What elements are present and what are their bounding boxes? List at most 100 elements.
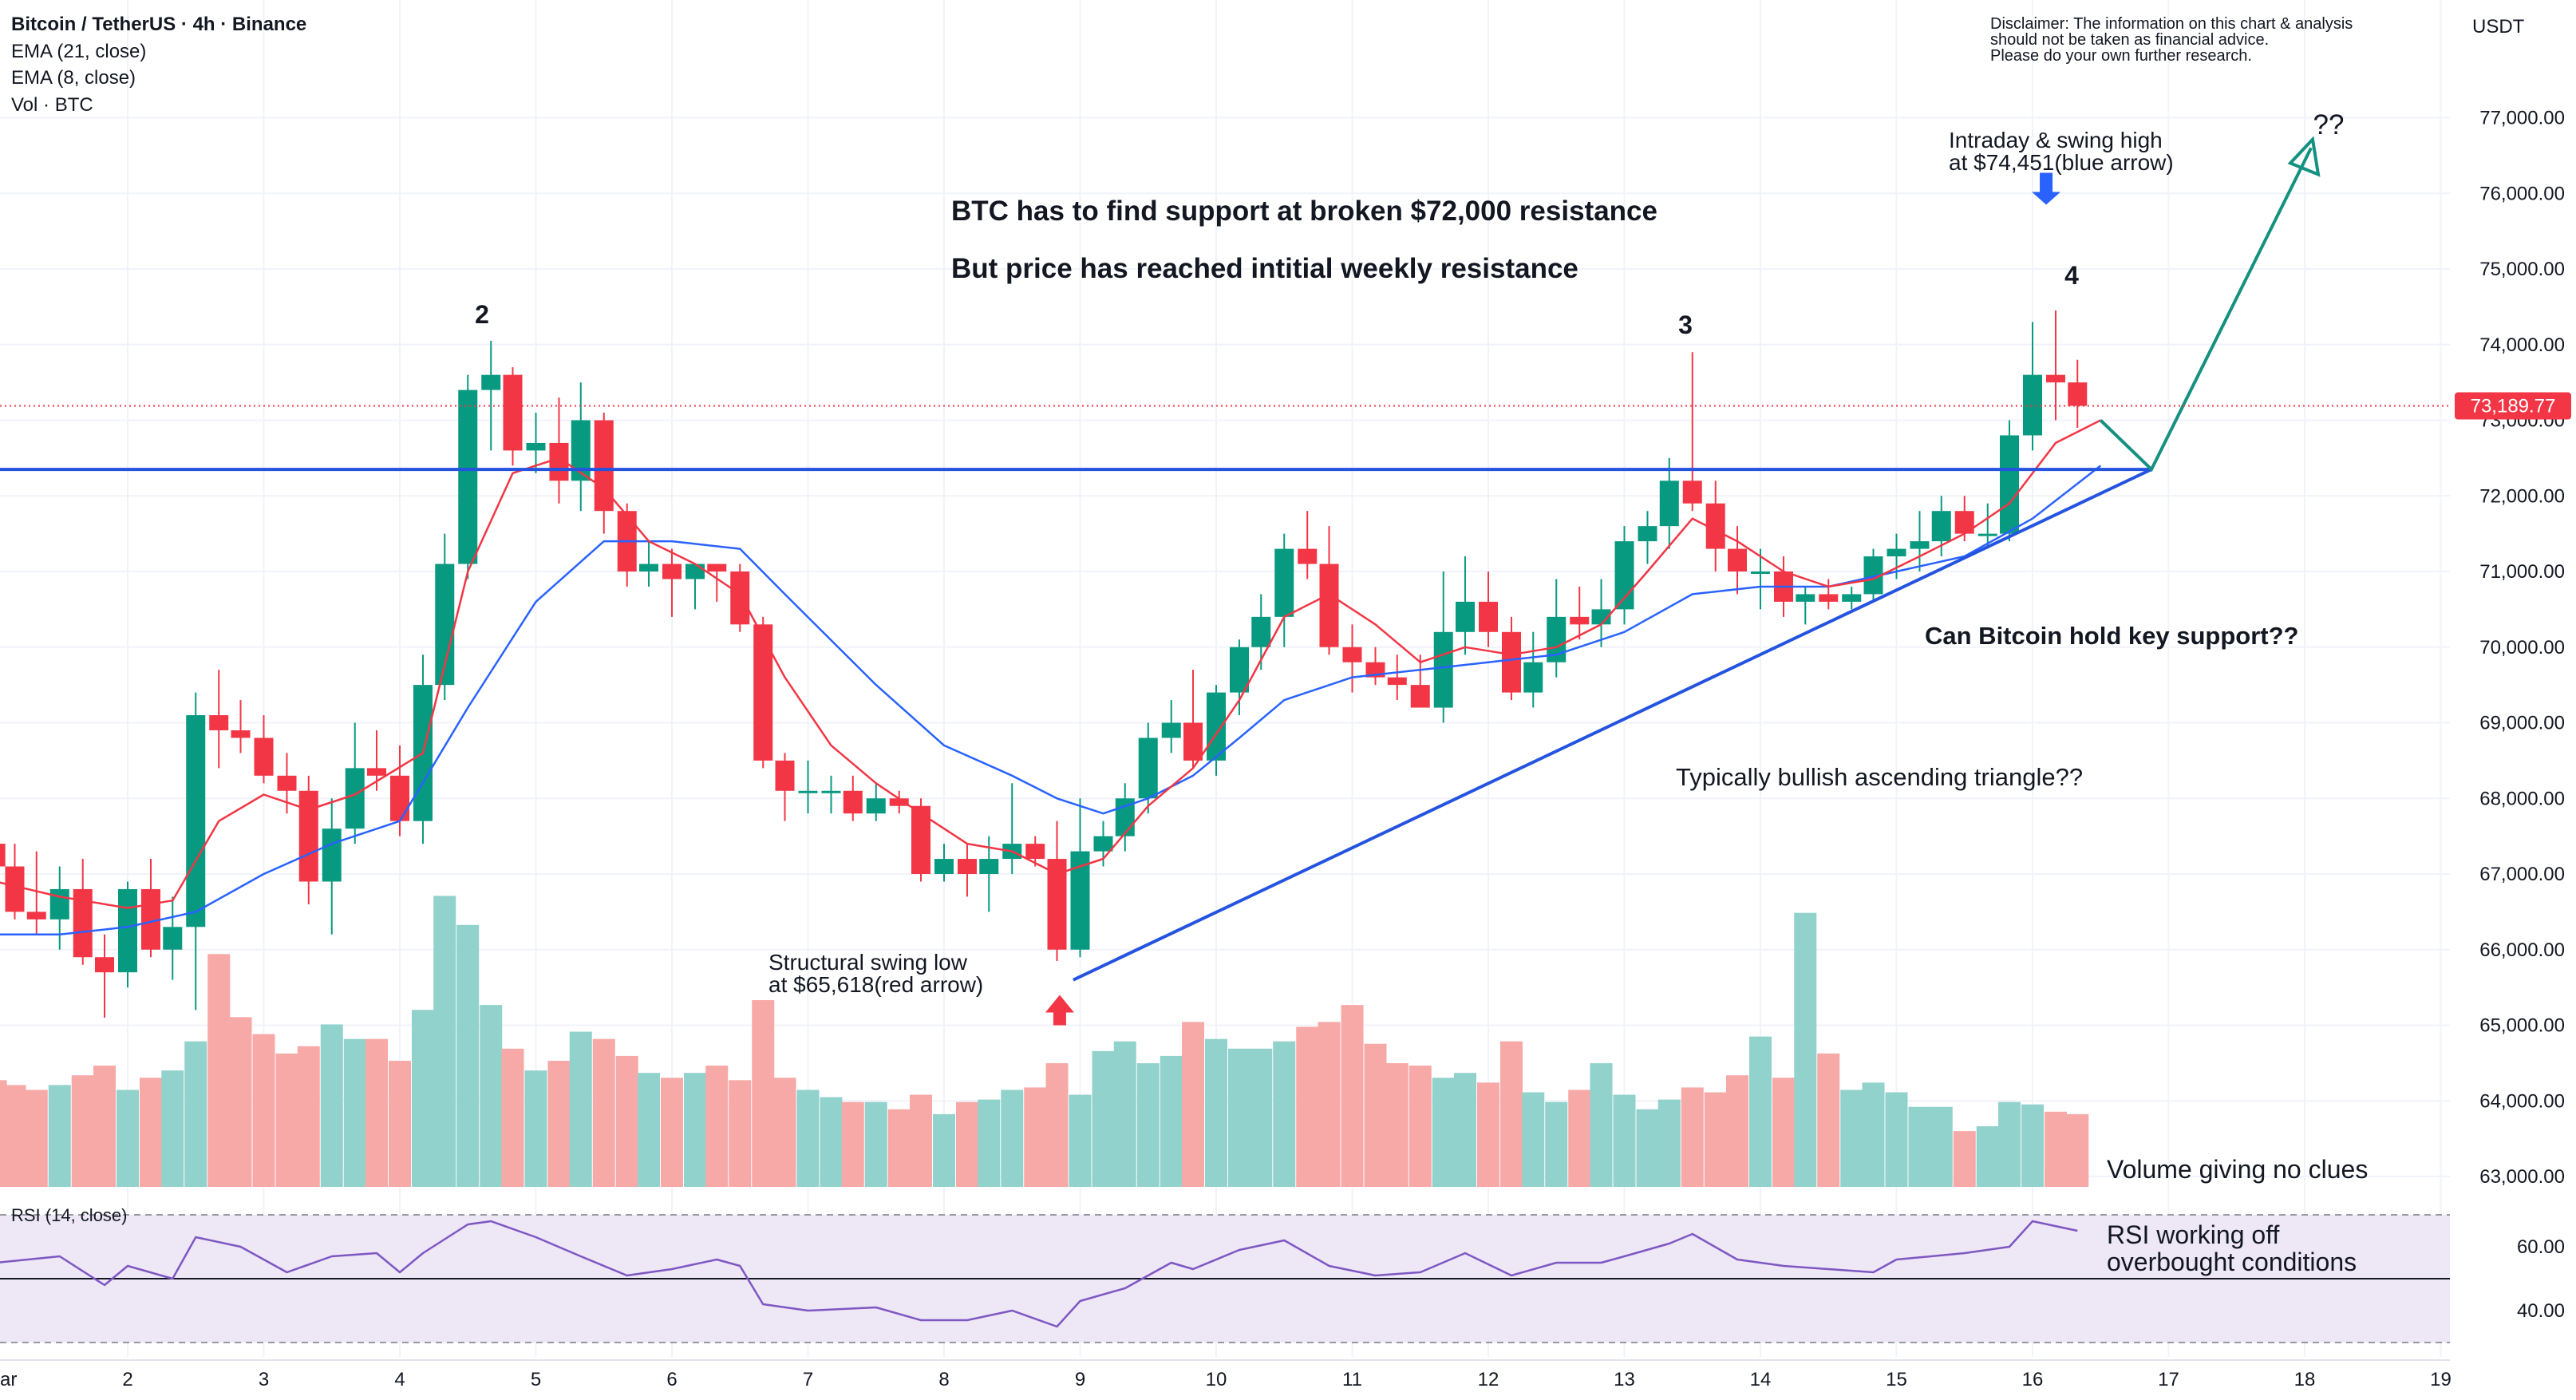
candle-body[interactable] [1207, 692, 1226, 761]
candle-body[interactable] [1931, 511, 1951, 542]
candle-body[interactable] [1479, 601, 1498, 632]
candle-body[interactable] [1728, 548, 1748, 571]
candle-body[interactable] [685, 564, 705, 579]
candle-body[interactable] [866, 798, 886, 814]
candle-body[interactable] [911, 805, 931, 874]
candle-body[interactable] [1410, 685, 1430, 708]
candle-body[interactable] [277, 775, 297, 791]
time-tick-label: 4 [394, 1369, 405, 1390]
candle-body[interactable] [26, 912, 46, 919]
candle-body[interactable] [1682, 481, 1702, 504]
candle-body[interactable] [526, 442, 546, 451]
volume-bar [841, 1101, 864, 1187]
candle-body[interactable] [5, 866, 25, 912]
candle-body[interactable] [163, 927, 183, 950]
candle-body[interactable] [1456, 601, 1476, 632]
candle-body[interactable] [730, 571, 750, 625]
ascending-trendline[interactable] [1073, 468, 2152, 982]
candle-body[interactable] [798, 790, 818, 793]
volume-bar [456, 924, 480, 1187]
candle-body[interactable] [95, 957, 115, 973]
candle-body[interactable] [231, 730, 251, 738]
legend-volume[interactable]: Vol · BTC [11, 94, 93, 116]
candle-body[interactable] [934, 859, 954, 874]
candle-body[interactable] [1910, 541, 1930, 549]
candle-body[interactable] [1274, 548, 1294, 617]
candle-body[interactable] [843, 790, 863, 814]
candle-body[interactable] [1523, 662, 1543, 693]
time-tick-label: 12 [1478, 1369, 1499, 1390]
candle-body[interactable] [1591, 609, 1611, 625]
candle-body[interactable] [209, 715, 229, 730]
time-tick-label: 6 [666, 1369, 677, 1390]
candle-body[interactable] [1183, 722, 1203, 761]
chart-drawings[interactable] [0, 136, 2450, 1026]
candle-body[interactable] [298, 790, 318, 882]
candle-body[interactable] [345, 768, 365, 829]
legend-ema21[interactable]: EMA (21, close) [11, 41, 146, 62]
candle-body[interactable] [1842, 594, 1862, 602]
price-axis[interactable]: 63,000.00 64,000.00 65,000.00 66,000.00 67,0… [2450, 0, 2576, 1400]
candle-body[interactable] [49, 888, 69, 919]
candle-body[interactable] [1751, 571, 1770, 574]
candle-body[interactable] [889, 798, 909, 806]
candle-body[interactable] [118, 888, 137, 973]
candle-body[interactable] [1796, 594, 1815, 602]
headline-resistance: But price has reached intitial weekly re… [951, 253, 1578, 284]
volume-bar [1385, 1063, 1409, 1187]
candle-body[interactable] [1342, 647, 1362, 662]
candle-body[interactable] [1638, 526, 1657, 542]
candle-body[interactable] [458, 390, 478, 564]
candle-body[interactable] [1387, 677, 1407, 686]
candle-body[interactable] [186, 715, 206, 927]
candle-body[interactable] [821, 790, 841, 793]
candle-body[interactable] [1887, 548, 1906, 557]
candle-body[interactable] [979, 859, 999, 874]
candlesticks[interactable] [0, 310, 2088, 1018]
rsi-series-line [0, 1220, 2078, 1328]
candle-body[interactable] [1977, 533, 1997, 536]
candle-body[interactable] [1093, 836, 1113, 852]
candle-body[interactable] [662, 564, 682, 579]
candle-body[interactable] [753, 624, 773, 761]
candle-body[interactable] [1298, 548, 1318, 564]
candle-body[interactable] [367, 768, 387, 776]
price-tick-label: 76,000.00 [2479, 183, 2565, 204]
time-tick-label: 3 [259, 1369, 269, 1390]
projection-path[interactable] [2099, 147, 2313, 473]
candle-body[interactable] [503, 374, 523, 451]
candle-body[interactable] [390, 775, 409, 821]
candle-body[interactable] [957, 859, 977, 874]
candle-body[interactable] [1025, 844, 1045, 860]
candle-body[interactable] [254, 738, 274, 776]
candle-body[interactable] [1319, 564, 1339, 647]
candle-body[interactable] [1819, 594, 1839, 602]
candle-body[interactable] [639, 564, 659, 571]
swing-high-arrow-icon [2032, 172, 2061, 205]
candle-body[interactable] [1161, 722, 1181, 738]
time-axis[interactable]: ar 2 3 4 5 6 7 8 9 10 11 12 13 14 15 16 17 18 19 [0, 1359, 2452, 1390]
volume-bar [343, 1038, 366, 1187]
candle-body[interactable] [1138, 738, 1158, 799]
candle-body[interactable] [707, 564, 727, 571]
candle-body[interactable] [322, 829, 342, 882]
volume-bar [1069, 1094, 1092, 1187]
candle-body[interactable] [2045, 374, 2065, 383]
candle-body[interactable] [775, 760, 795, 791]
candle-body[interactable] [2000, 435, 2020, 534]
symbol-title[interactable]: Bitcoin / TetherUS · 4h · Binance [11, 14, 306, 35]
candle-body[interactable] [2068, 382, 2088, 406]
candle-body[interactable] [1433, 631, 1453, 708]
legend-rsi[interactable]: RSI (14, close) [11, 1205, 128, 1225]
candle-body[interactable] [1251, 616, 1271, 647]
candle-body[interactable] [1501, 631, 1521, 693]
candle-body[interactable] [481, 374, 501, 390]
candle-body[interactable] [1570, 616, 1590, 625]
candle-body[interactable] [0, 844, 6, 867]
currency-label[interactable]: USDT [2472, 16, 2525, 38]
candle-body[interactable] [1659, 481, 1679, 527]
legend-ema8[interactable]: EMA (8, close) [11, 67, 136, 89]
candle-body[interactable] [1229, 647, 1249, 693]
volume-bar [117, 1090, 139, 1187]
